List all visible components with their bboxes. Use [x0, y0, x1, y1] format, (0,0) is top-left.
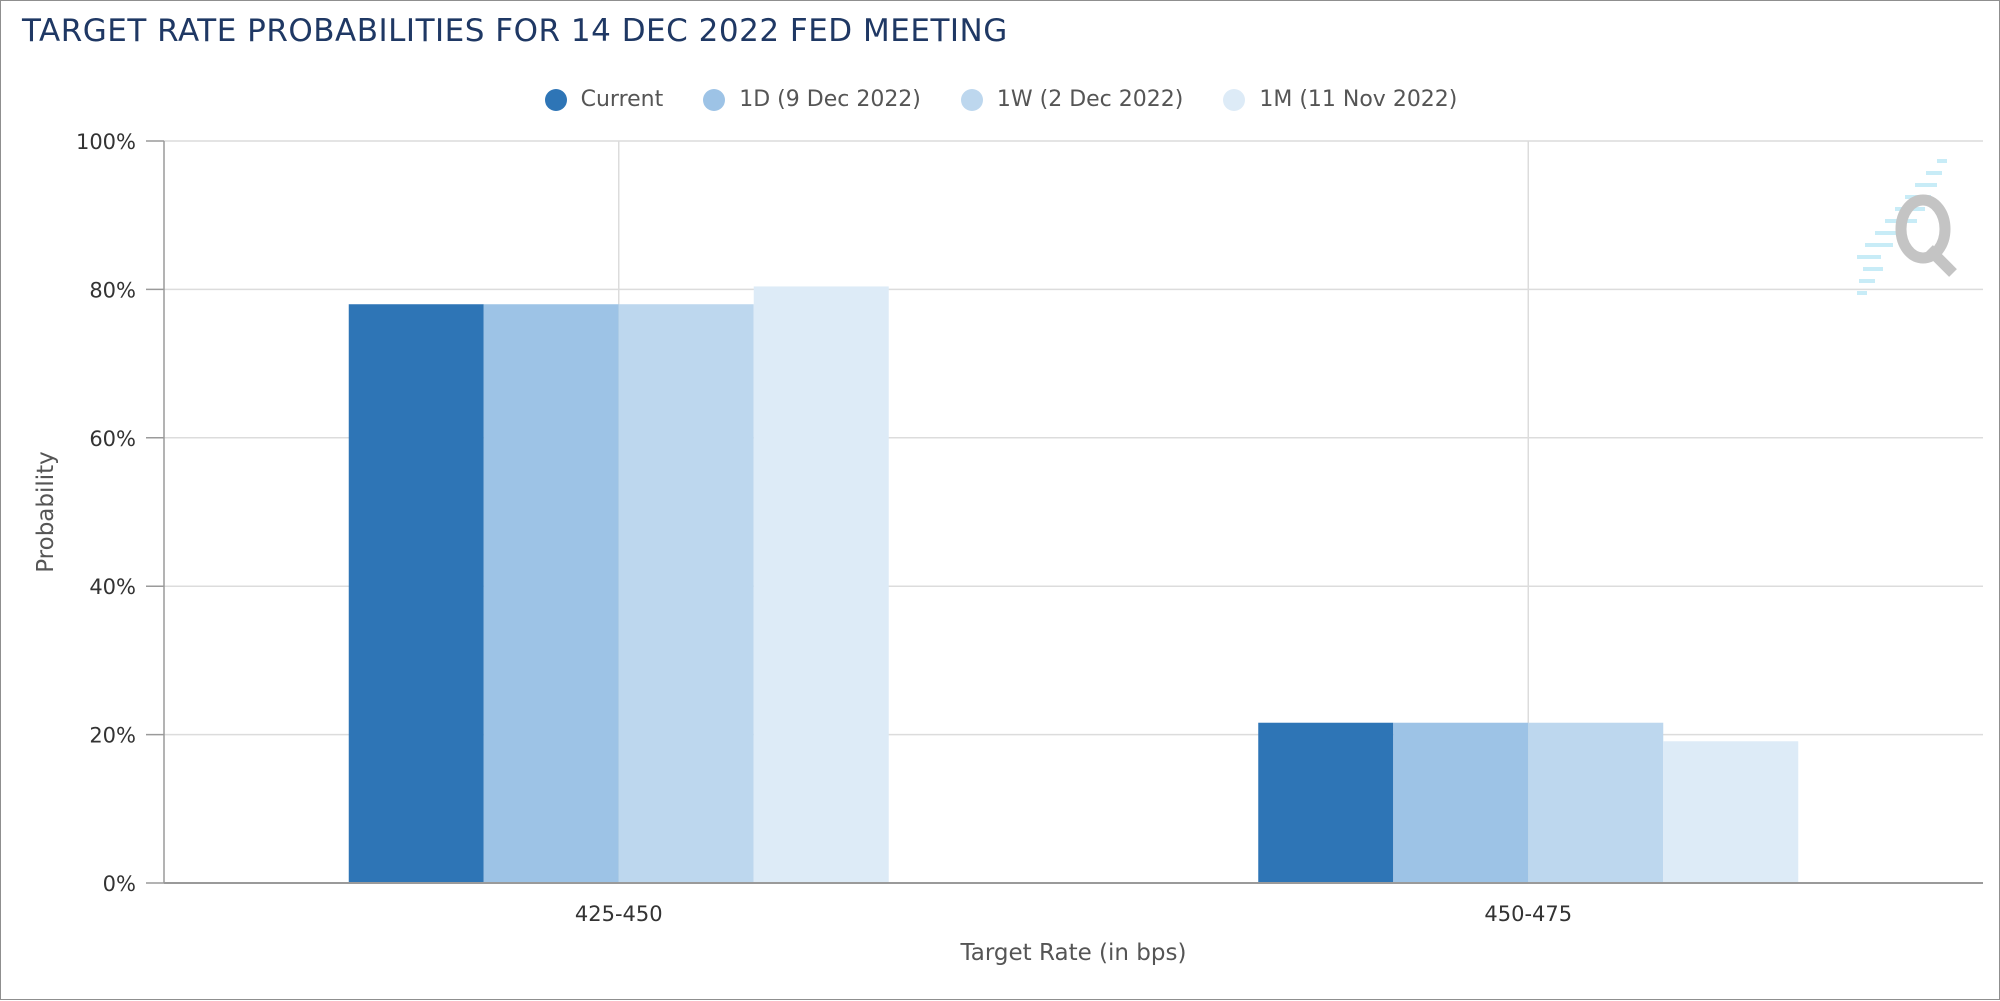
- x-tick-label: 450-475: [1484, 902, 1572, 926]
- bar: [1393, 722, 1529, 883]
- x-tick-label: 425-450: [575, 902, 663, 926]
- legend-label: 1D (9 Dec 2022): [739, 87, 921, 112]
- legend-swatch-icon: [544, 88, 567, 111]
- bar: [1528, 722, 1664, 883]
- legend-label: 1W (2 Dec 2022): [996, 87, 1184, 112]
- y-tick-label: 60%: [89, 427, 136, 451]
- legend-label: Current: [580, 87, 664, 112]
- legend: Current 1D (9 Dec 2022) 1W (2 Dec 2022) 1M …: [1, 87, 2000, 112]
- legend-swatch-icon: [1223, 88, 1246, 111]
- y-tick-label: 0%: [103, 872, 136, 896]
- bar: [483, 304, 619, 883]
- legend-item[interactable]: 1M (11 Nov 2022): [1223, 87, 1457, 112]
- legend-item[interactable]: 1W (2 Dec 2022): [960, 87, 1184, 112]
- chart-title: TARGET RATE PROBABILITIES FOR 14 DEC 202…: [22, 13, 1008, 49]
- y-tick-label: 20%: [89, 724, 136, 748]
- legend-item[interactable]: Current: [544, 87, 664, 112]
- bar: [753, 286, 889, 883]
- bar: [348, 304, 484, 883]
- legend-swatch-icon: [703, 88, 726, 111]
- y-tick-label: 40%: [89, 575, 136, 599]
- legend-label: 1M (11 Nov 2022): [1259, 87, 1458, 112]
- y-axis-title: Probability: [33, 451, 59, 573]
- y-tick-label: 80%: [89, 278, 136, 302]
- legend-swatch-icon: [960, 88, 983, 111]
- bar: [1258, 722, 1394, 883]
- legend-item[interactable]: 1D (9 Dec 2022): [703, 87, 921, 112]
- bar: [1663, 741, 1799, 883]
- bar: [618, 304, 754, 883]
- q-logo-icon: [1857, 159, 1957, 295]
- y-tick-label: 100%: [76, 130, 136, 154]
- x-axis-title: Target Rate (in bps): [960, 940, 1187, 966]
